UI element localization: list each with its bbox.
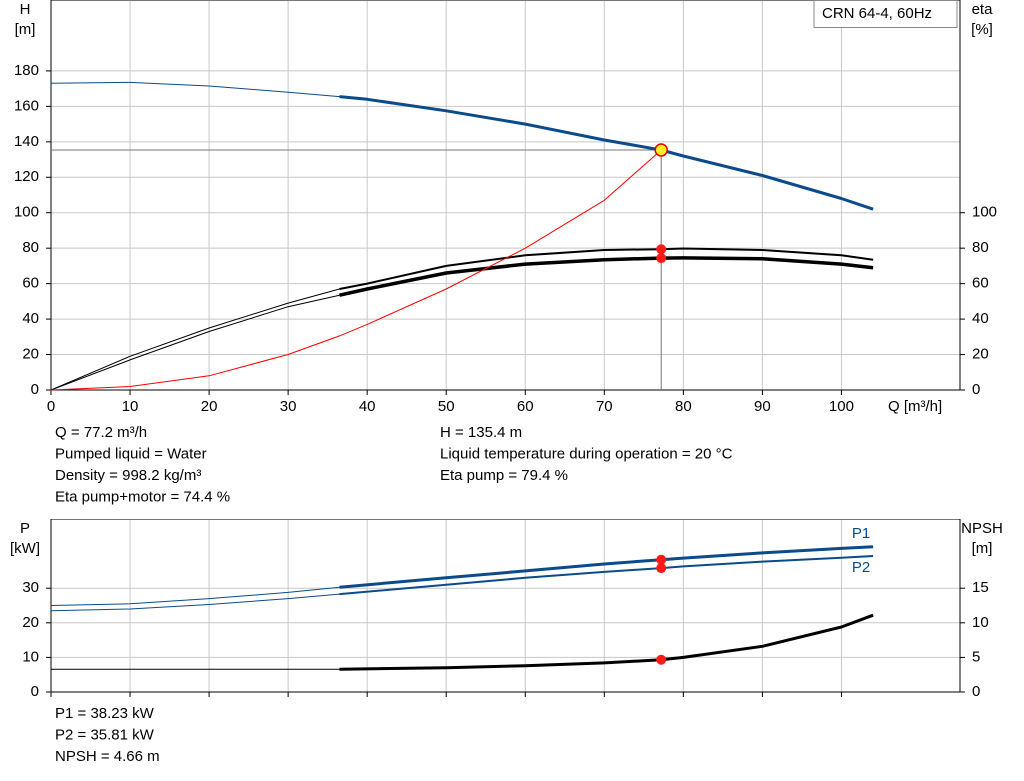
info-text: Eta pump = 79.4 % xyxy=(440,467,568,484)
duty-point xyxy=(654,143,668,157)
y2-tick-label: 0 xyxy=(972,683,980,700)
x-tick-label: 50 xyxy=(438,398,455,415)
y2-tick-label: 80 xyxy=(972,239,989,256)
curve xyxy=(50,149,662,391)
x-tick-label: 30 xyxy=(280,398,297,415)
y-tick-label: 30 xyxy=(22,579,39,596)
y2-tick-label: 15 xyxy=(972,579,989,596)
info-text: P1 = 38.23 kW xyxy=(55,705,155,722)
y2-tick-label: 100 xyxy=(972,204,997,221)
chart-title: CRN 64-4, 60Hz xyxy=(822,5,932,22)
info-text: Eta pump+motor = 74.4 % xyxy=(55,488,230,505)
plot-frame xyxy=(50,0,961,391)
y-tick-label: 10 xyxy=(22,648,39,665)
x-axis-label: Q [m³/h] xyxy=(888,398,942,415)
curve xyxy=(50,81,874,210)
y2-tick-label: 0 xyxy=(972,381,980,398)
info-text: Density = 998.2 kg/m³ xyxy=(55,467,201,484)
y-tick-label: 20 xyxy=(22,346,39,363)
y-tick-label: 60 xyxy=(22,275,39,292)
curve-thick xyxy=(339,256,874,297)
info-text: Q = 77.2 m³/h xyxy=(55,424,147,441)
x-tick-label: 70 xyxy=(596,398,613,415)
y2-tick-label: 40 xyxy=(972,310,989,327)
series-label: P2 xyxy=(852,559,870,576)
duty-point xyxy=(656,244,667,255)
y2-tick-label: 10 xyxy=(972,614,989,631)
y2-tick-label: 20 xyxy=(972,346,989,363)
y-tick-label: 20 xyxy=(22,614,39,631)
y-axis-label: [m] xyxy=(15,21,36,38)
y-axis-label: H xyxy=(20,1,31,18)
info-text: Liquid temperature during operation = 20… xyxy=(440,445,733,462)
x-tick-label: 10 xyxy=(122,398,139,415)
curve-thick xyxy=(339,95,874,211)
x-tick-label: 20 xyxy=(201,398,218,415)
y-tick-label: 40 xyxy=(22,310,39,327)
curve-thick xyxy=(339,247,874,290)
info-text: H = 135.4 m xyxy=(440,424,522,441)
y-axis-label: P xyxy=(20,520,30,537)
x-tick-label: 60 xyxy=(517,398,534,415)
y-tick-label: 140 xyxy=(14,133,39,150)
x-tick-label: 40 xyxy=(359,398,376,415)
y-axis-label: [kW] xyxy=(10,540,40,557)
y-tick-label: 180 xyxy=(14,62,39,79)
y2-tick-label: 60 xyxy=(972,275,989,292)
duty-point xyxy=(656,554,667,565)
y-tick-label: 0 xyxy=(31,683,39,700)
y2-axis-label: [m] xyxy=(972,540,993,557)
legend-box xyxy=(813,0,958,28)
x-tick-label: 80 xyxy=(675,398,692,415)
y-tick-label: 160 xyxy=(14,97,39,114)
y-tick-label: 0 xyxy=(31,381,39,398)
info-text: Pumped liquid = Water xyxy=(55,445,207,462)
y2-axis-label: eta xyxy=(972,1,994,18)
x-tick-label: 90 xyxy=(754,398,771,415)
series-label: P1 xyxy=(852,525,870,542)
y2-axis-label: NPSH xyxy=(961,520,1003,537)
duty-point xyxy=(656,654,667,665)
info-text: P2 = 35.81 kW xyxy=(55,726,155,743)
x-tick-label: 0 xyxy=(47,398,55,415)
curve-thick xyxy=(339,545,874,589)
duty-point xyxy=(656,563,667,574)
y-tick-label: 80 xyxy=(22,239,39,256)
y2-tick-label: 5 xyxy=(972,648,980,665)
y-tick-label: 120 xyxy=(14,168,39,185)
duty-point xyxy=(656,253,667,264)
y2-axis-label: [%] xyxy=(971,21,993,38)
y-tick-label: 100 xyxy=(14,204,39,221)
x-tick-label: 100 xyxy=(829,398,854,415)
curve xyxy=(50,257,874,391)
info-text: NPSH = 4.66 m xyxy=(55,748,160,765)
